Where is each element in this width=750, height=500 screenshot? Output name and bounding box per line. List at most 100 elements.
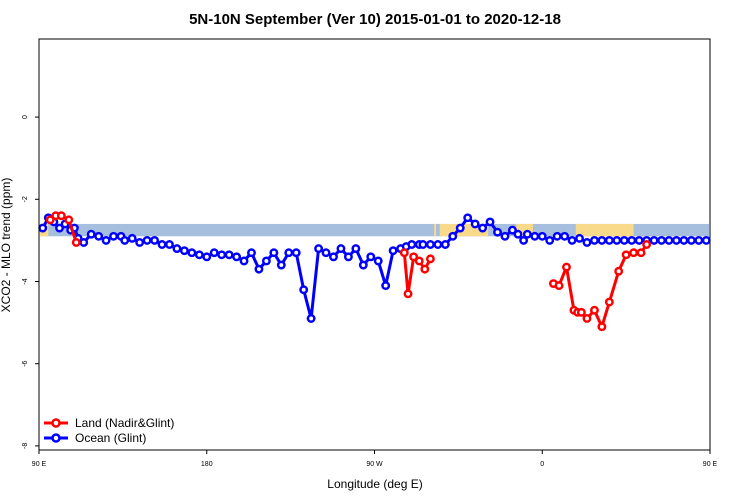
data-point <box>329 252 338 262</box>
data-point <box>621 250 631 260</box>
data-point <box>45 215 55 225</box>
data-point <box>157 240 167 249</box>
data-point <box>407 240 417 249</box>
legend-label: Ocean (Glint) <box>75 431 146 445</box>
data-point <box>634 235 644 245</box>
data-point <box>597 235 607 245</box>
data-point <box>71 237 81 247</box>
data-point <box>217 250 227 260</box>
y-tick-label: -8 <box>22 443 29 449</box>
data-point <box>567 235 577 245</box>
data-point <box>604 297 614 307</box>
data-point <box>414 256 424 266</box>
data-point <box>597 322 607 332</box>
data-point <box>224 250 234 260</box>
y-tick-label: -2 <box>22 196 29 202</box>
data-point <box>172 244 182 254</box>
data-point <box>701 235 711 245</box>
data-point <box>127 233 137 243</box>
data-point <box>79 237 89 247</box>
data-point <box>373 256 383 266</box>
data-point <box>519 235 529 245</box>
data-point <box>576 307 586 317</box>
data-point <box>314 244 324 254</box>
legend-label: Land (Nadir&Glint) <box>75 416 174 430</box>
data-point <box>109 231 119 241</box>
y-axis-label: XCO2 - MLO trend (ppm) <box>0 178 13 313</box>
data-point <box>284 248 294 258</box>
data-point <box>418 240 428 249</box>
data-point <box>135 237 145 247</box>
data-point <box>194 250 204 260</box>
x-tick-label: 90 E <box>32 461 47 468</box>
data-point <box>552 231 562 241</box>
data-point <box>409 252 419 262</box>
data-point <box>694 235 704 245</box>
data-point <box>463 213 473 223</box>
data-point <box>522 229 532 239</box>
x-tick-label: 180 <box>201 461 213 468</box>
data-point <box>485 217 495 227</box>
data-point <box>202 252 212 262</box>
data-point <box>554 281 564 291</box>
data-point <box>589 305 599 315</box>
y-tick-label: -4 <box>22 278 29 284</box>
data-point <box>165 240 174 249</box>
legend-marker <box>51 433 61 443</box>
chart-title: 5N-10N September (Ver 10) 2015-01-01 to … <box>189 11 561 28</box>
data-point <box>120 235 130 245</box>
legend-marker <box>51 418 61 428</box>
data-point <box>493 227 502 237</box>
data-point <box>55 223 64 233</box>
y-axis: 0 -2 -4 -6 -8 <box>22 115 39 449</box>
data-point <box>38 223 48 233</box>
data-point <box>351 244 361 254</box>
data-point <box>306 314 316 323</box>
series-line-segment <box>565 266 576 311</box>
data-point <box>150 235 160 245</box>
data-point <box>388 246 398 256</box>
data-point <box>440 240 450 249</box>
data-point <box>425 240 435 249</box>
series-land <box>45 211 652 332</box>
data-point <box>627 235 637 245</box>
data-point <box>478 223 488 233</box>
data-point <box>619 235 629 245</box>
data-point <box>209 248 219 258</box>
data-point <box>629 248 639 258</box>
series-line-segment <box>607 270 621 303</box>
x-axis-label: Longitude (deg E) <box>327 477 422 491</box>
data-point <box>582 314 592 323</box>
series-line-segment <box>384 250 395 286</box>
legend: Land (Nadir&Glint)Ocean (Glint) <box>44 416 174 445</box>
data-point <box>589 235 599 245</box>
land-segment <box>434 223 437 237</box>
land-ocean-band <box>40 223 709 237</box>
land-segment <box>575 223 634 237</box>
data-point <box>94 231 104 241</box>
data-point <box>64 215 74 225</box>
data-point <box>433 240 443 249</box>
x-tick-label: 90 W <box>366 461 383 468</box>
y-tick-label: 0 <box>22 115 29 119</box>
data-point <box>448 231 458 241</box>
data-point <box>582 237 592 247</box>
data-point <box>575 233 584 243</box>
data-point <box>299 285 309 295</box>
data-point <box>142 235 152 245</box>
series-line-segment <box>302 289 313 319</box>
y-tick-label: -6 <box>22 360 29 366</box>
data-point <box>232 252 242 262</box>
data-point <box>321 248 331 258</box>
data-point <box>614 266 624 276</box>
data-point <box>513 229 523 239</box>
data-point <box>530 231 540 241</box>
data-point <box>672 235 681 245</box>
x-tick-label: 90 E <box>703 461 718 468</box>
data-point <box>291 248 301 258</box>
data-point <box>562 262 571 272</box>
data-point <box>425 254 435 264</box>
data-point <box>187 248 197 258</box>
data-point <box>507 225 517 235</box>
